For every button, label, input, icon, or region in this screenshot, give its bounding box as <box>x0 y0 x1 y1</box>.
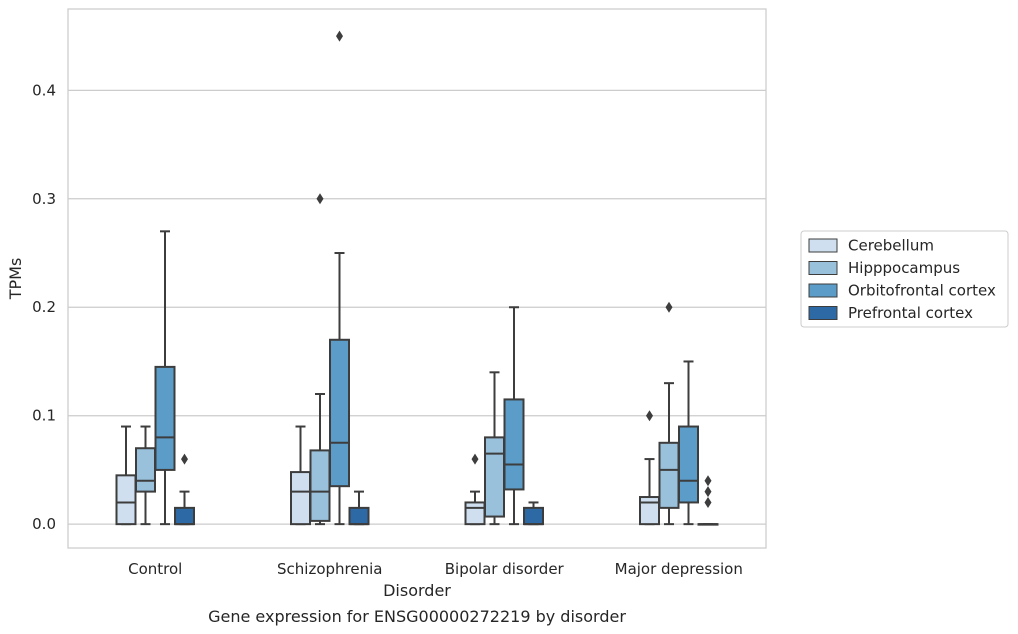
y-tick-label: 0.0 <box>32 515 56 533</box>
box <box>523 506 544 526</box>
legend-swatch <box>808 238 838 253</box>
box-group <box>523 501 544 526</box>
box <box>135 447 156 493</box>
box-group <box>464 453 486 526</box>
box-group <box>503 306 525 526</box>
box <box>503 398 525 491</box>
figure-caption: Gene expression for ENSG00000272219 by d… <box>208 607 626 626</box>
box-group <box>329 30 350 526</box>
outlier-point <box>704 486 712 498</box>
box-group <box>135 425 156 526</box>
box <box>290 471 311 526</box>
box-group <box>290 425 311 526</box>
box <box>174 506 195 526</box>
x-axis-label: Disorder <box>383 581 451 600</box>
box-group <box>115 425 137 526</box>
legend-item: Prefrontal cortex <box>808 304 973 322</box>
y-tick-label: 0.2 <box>32 298 56 316</box>
legend-item: Hipppocampus <box>808 259 960 277</box>
box-group <box>309 193 331 526</box>
x-tick-label: Schizophrenia <box>277 560 382 578</box>
box-group <box>697 475 719 526</box>
legend-swatch <box>808 283 838 298</box>
y-axis-ticks: 0.0 0.1 0.2 0.3 0.4 <box>32 81 56 533</box>
box-group <box>348 490 370 526</box>
outlier-point <box>646 410 653 422</box>
box <box>658 441 680 509</box>
legend-label: Prefrontal cortex <box>848 304 973 322</box>
boxes <box>115 30 719 526</box>
x-tick-label: Bipolar disorder <box>445 560 565 578</box>
legend: Cerebellum Hipppocampus Orbitofrontal cort… <box>800 230 1009 328</box>
y-tick-label: 0.4 <box>32 81 56 99</box>
y-tick-label: 0.3 <box>32 190 56 208</box>
legend-swatch <box>808 306 838 320</box>
legend-frame <box>800 230 1009 328</box>
outlier-point <box>316 193 324 205</box>
box <box>329 338 350 488</box>
box <box>348 506 370 526</box>
outlier-point <box>665 301 673 313</box>
legend-label: Orbitofrontal cortex <box>848 282 996 300</box>
legend-label: Hipppocampus <box>848 259 960 277</box>
plot-area <box>67 8 767 549</box>
box <box>464 501 486 526</box>
box <box>678 425 699 504</box>
x-axis-ticks: Control Schizophrenia Bipolar disorder Majo… <box>128 560 743 578</box>
outlier-point <box>181 453 188 465</box>
box-group <box>174 453 195 526</box>
box-group <box>639 410 660 526</box>
x-tick-label: Control <box>128 560 182 578</box>
outlier-point <box>704 475 712 487</box>
outlier-point <box>336 30 343 42</box>
x-tick-label: Major depression <box>615 560 743 578</box>
box-group <box>484 371 505 526</box>
legend-item: Orbitofrontal cortex <box>808 282 996 300</box>
box <box>154 365 176 471</box>
outlier-point <box>471 453 479 465</box>
legend-item: Cerebellum <box>808 237 934 255</box>
box-group <box>154 230 176 526</box>
y-tick-label: 0.1 <box>32 407 56 425</box>
box <box>484 436 505 518</box>
box-group <box>678 360 699 526</box>
outlier-point <box>704 496 712 508</box>
legend-label: Cerebellum <box>848 237 934 255</box>
box-group <box>658 301 680 526</box>
y-axis-label: TPMs <box>6 258 25 301</box>
box <box>115 474 137 526</box>
box <box>309 449 331 522</box>
box <box>639 496 660 526</box>
legend-swatch <box>808 261 838 275</box>
